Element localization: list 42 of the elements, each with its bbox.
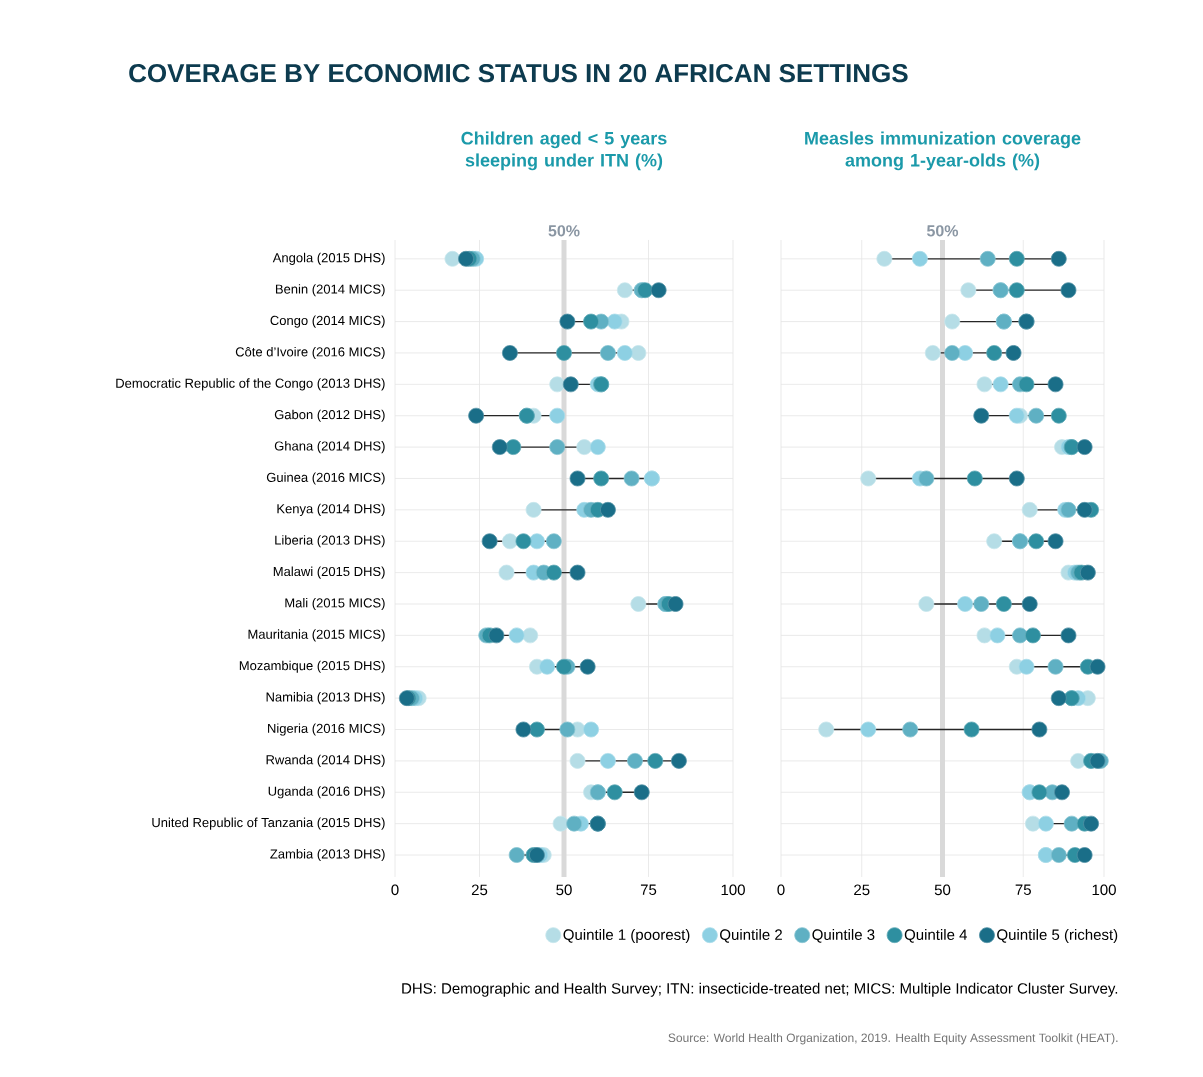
y-tick-label: Liberia (2013 DHS) bbox=[275, 535, 385, 548]
chart-subtitle: Measles immunization coverage among 1-year-olds (%) bbox=[805, 131, 1081, 171]
y-tick-label: Kenya (2014 DHS) bbox=[277, 503, 385, 516]
y-tick-label: United Republic of Tanzania (2015 DHS) bbox=[152, 817, 385, 830]
chart-subtitle: Children aged < 5 years sleeping under ITN (%) bbox=[461, 131, 667, 171]
y-tick-label: Nigeria (2016 MICS) bbox=[268, 723, 385, 736]
legend-label: Quintile 2 bbox=[720, 928, 782, 943]
x-tick-label: 100 bbox=[1092, 884, 1116, 896]
x-tick-label: 100 bbox=[721, 884, 745, 896]
x-tick-label: 25 bbox=[854, 884, 870, 896]
ref-line-label: 50% bbox=[926, 225, 959, 237]
x-tick-label: 75 bbox=[1015, 884, 1031, 895]
x-tick-label: 25 bbox=[471, 884, 488, 896]
legend-label: Quintile 3 bbox=[812, 928, 875, 943]
y-tick-label: Benin (2014 MICS) bbox=[275, 284, 385, 297]
y-tick-label: Mali (2015 MICS) bbox=[285, 597, 385, 611]
y-tick-label: Malawi (2015 DHS) bbox=[273, 566, 385, 579]
x-tick-label: 50 bbox=[556, 884, 572, 896]
y-tick-label: Congo (2014 MICS) bbox=[270, 315, 385, 328]
ref-line-label: 50% bbox=[548, 225, 580, 237]
text: DHS: Demographic and Health Survey; ITN: insecticide-treated net; MICS: Multiple Indicator Cluster Survey. bbox=[402, 982, 1118, 997]
x-tick-label: 0 bbox=[777, 884, 785, 896]
y-tick-label: Namibia (2013 DHS) bbox=[266, 692, 385, 705]
y-tick-label: Democratic Republic of the Congo (2013 DHS) bbox=[116, 378, 385, 391]
y-tick-label: Zambia (2013 DHS) bbox=[270, 848, 385, 862]
source-note: Source: World Health Organization, 2019. Health Equity Assessment Toolkit (HEAT). bbox=[668, 1033, 1118, 1045]
y-tick-label: Ghana (2014 DHS) bbox=[274, 441, 385, 454]
y-tick-label: Angola (2015 DHS) bbox=[272, 252, 385, 265]
y-tick-label: Mauritania (2015 MICS) bbox=[248, 629, 385, 642]
y-tick-label: Uganda (2016 DHS) bbox=[268, 786, 385, 799]
legend-label: Quintile 4 bbox=[904, 928, 968, 943]
x-tick-label: 50 bbox=[934, 884, 951, 896]
y-tick-label: Mozambique (2015 DHS) bbox=[239, 660, 385, 673]
x-tick-label: 0 bbox=[391, 884, 399, 896]
x-tick-label: 75 bbox=[640, 884, 657, 895]
y-tick-label: Gabon (2012 DHS) bbox=[274, 409, 385, 422]
y-tick-label: Guinea (2016 MICS) bbox=[266, 472, 385, 485]
legend-label: Quintile 5 (richest) bbox=[997, 928, 1118, 943]
chart-title: COVERAGE BY ECONOMIC STATUS IN 20 AFRICAN SETTINGS bbox=[129, 63, 908, 83]
y-tick-label: Rwanda (2014 DHS) bbox=[266, 754, 385, 767]
y-tick-label: Côte d’Ivoire (2016 MICS) bbox=[235, 346, 385, 360]
legend-label: Quintile 1 (poorest) bbox=[563, 928, 690, 943]
